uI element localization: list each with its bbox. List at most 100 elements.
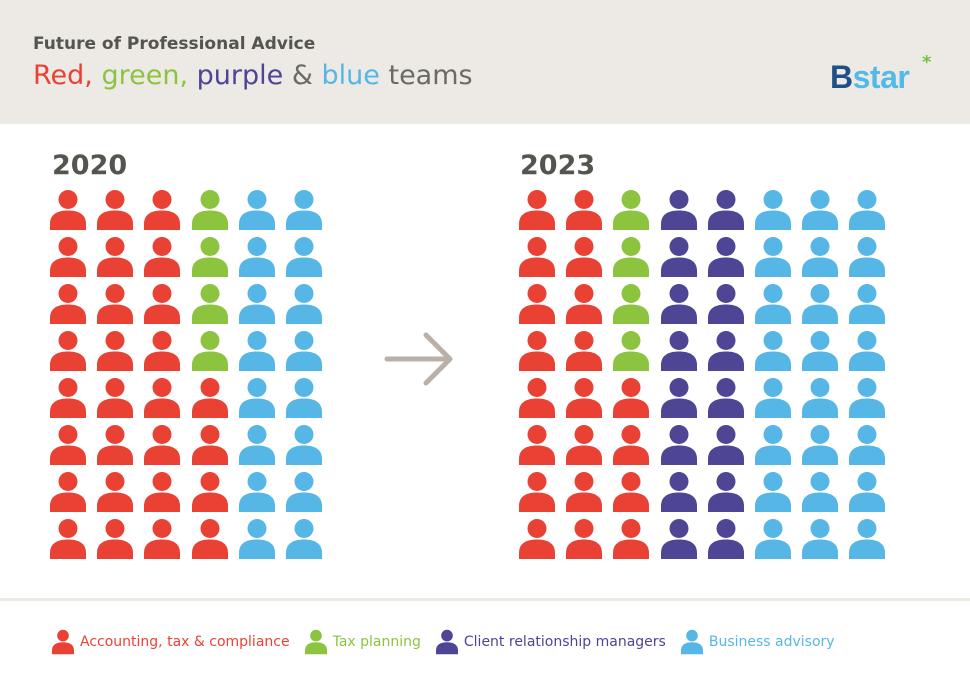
- person-icon-advisory: [802, 425, 839, 465]
- person-icon-advisory: [285, 237, 322, 277]
- person-icon-accounting: [613, 378, 650, 418]
- legend-item-advisory: Business advisory: [680, 628, 835, 656]
- person-icon-client: [660, 331, 697, 371]
- person-icon-tax: [191, 284, 228, 324]
- person-icon-accounting: [97, 331, 134, 371]
- person-icon-accounting: [144, 237, 181, 277]
- person-icon-advisory: [802, 331, 839, 371]
- legend-item-accounting: Accounting, tax & compliance: [52, 628, 290, 656]
- person-icon-client: [660, 237, 697, 277]
- person-icon-accounting: [519, 425, 555, 465]
- person-icon-client: [707, 472, 744, 512]
- person-icon-accounting: [97, 378, 134, 418]
- person-icon-advisory: [285, 472, 322, 512]
- person-icon-accounting: [191, 378, 228, 418]
- person-icon-advisory: [849, 331, 886, 371]
- person-icon-client: [660, 425, 697, 465]
- person-icon-accounting: [50, 331, 86, 371]
- person-icon-tax: [613, 284, 650, 324]
- legend-label: Tax planning: [332, 634, 421, 650]
- person-icon-client: [660, 519, 697, 559]
- person-icon-client: [660, 378, 697, 418]
- person-icon-advisory: [238, 519, 275, 559]
- person-icon-client: [707, 284, 744, 324]
- person-icon-tax: [613, 237, 650, 277]
- person-icon-accounting: [50, 519, 86, 559]
- person-icon-accounting: [566, 378, 603, 418]
- person-icon-accounting: [519, 190, 555, 230]
- person-icon-advisory: [754, 331, 791, 371]
- person-icon-advisory: [849, 190, 886, 230]
- person-icon-client: [707, 378, 744, 418]
- person-icon-accounting: [144, 425, 181, 465]
- person-icon-accounting: [519, 284, 555, 324]
- person-icon-advisory: [754, 425, 791, 465]
- header-banner: Future of Professional Advice Red, green…: [0, 0, 970, 124]
- person-icon-tax: [191, 331, 228, 371]
- page-title: Red, green, purple & blue teams: [33, 60, 473, 91]
- person-icon-advisory: [849, 378, 886, 418]
- person-icon-advisory: [285, 284, 322, 324]
- legend-label: Accounting, tax & compliance: [80, 634, 290, 650]
- pictogram-grid-2023: [519, 190, 897, 566]
- person-icon-accounting: [566, 519, 603, 559]
- person-icon-accounting: [191, 519, 228, 559]
- person-icon-advisory: [754, 284, 791, 324]
- person-icon-accounting: [97, 190, 134, 230]
- headline-word-purple: purple: [196, 60, 284, 91]
- legend-person-icon: [52, 629, 74, 655]
- legend-label: Client relationship managers: [463, 634, 666, 650]
- person-icon-advisory: [849, 237, 886, 277]
- person-icon-tax: [191, 237, 228, 277]
- person-icon-tax: [613, 331, 650, 371]
- person-icon-advisory: [802, 237, 839, 277]
- person-icon-accounting: [613, 519, 650, 559]
- legend: Accounting, tax & compliance Tax planning…: [52, 628, 850, 656]
- person-icon-advisory: [285, 190, 322, 230]
- legend-item-client: Client relationship managers: [435, 628, 666, 656]
- person-icon-accounting: [191, 472, 228, 512]
- person-icon-accounting: [97, 425, 134, 465]
- person-icon-accounting: [50, 472, 86, 512]
- person-icon-accounting: [50, 425, 86, 465]
- person-icon-advisory: [285, 331, 322, 371]
- person-icon-accounting: [519, 472, 555, 512]
- person-icon-advisory: [285, 425, 322, 465]
- person-icon-advisory: [802, 190, 839, 230]
- person-icon-accounting: [97, 284, 134, 324]
- person-icon-advisory: [849, 284, 886, 324]
- person-icon-accounting: [97, 472, 134, 512]
- person-icon-advisory: [238, 284, 275, 324]
- page-kicker: Future of Professional Advice: [33, 34, 316, 54]
- person-icon-advisory: [754, 237, 791, 277]
- person-icon-advisory: [238, 190, 275, 230]
- headline-word-red: Red,: [33, 60, 93, 91]
- person-icon-accounting: [566, 331, 603, 371]
- legend-divider: [0, 598, 970, 601]
- bstar-logo: Bstar: [830, 59, 910, 95]
- person-icon-accounting: [97, 237, 134, 277]
- person-icon-accounting: [50, 378, 86, 418]
- person-icon-accounting: [566, 284, 603, 324]
- person-icon-accounting: [519, 378, 555, 418]
- person-icon-accounting: [566, 237, 603, 277]
- legend-person-icon: [435, 629, 458, 655]
- person-icon-advisory: [849, 472, 886, 512]
- pictogram-grid-2020: [50, 190, 333, 566]
- person-icon-tax: [191, 190, 228, 230]
- person-icon-client: [660, 190, 697, 230]
- person-icon-client: [660, 284, 697, 324]
- legend-item-tax: Tax planning: [304, 628, 421, 656]
- person-icon-accounting: [144, 519, 181, 559]
- person-icon-client: [707, 190, 744, 230]
- person-icon-client: [707, 331, 744, 371]
- person-icon-advisory: [849, 519, 886, 559]
- person-icon-client: [707, 237, 744, 277]
- legend-person-icon: [680, 629, 703, 655]
- person-icon-accounting: [519, 331, 555, 371]
- year-label-2023: 2023: [520, 150, 596, 181]
- year-label-2020: 2020: [52, 150, 128, 181]
- person-icon-advisory: [754, 519, 791, 559]
- person-icon-accounting: [519, 519, 555, 559]
- person-icon-accounting: [144, 472, 181, 512]
